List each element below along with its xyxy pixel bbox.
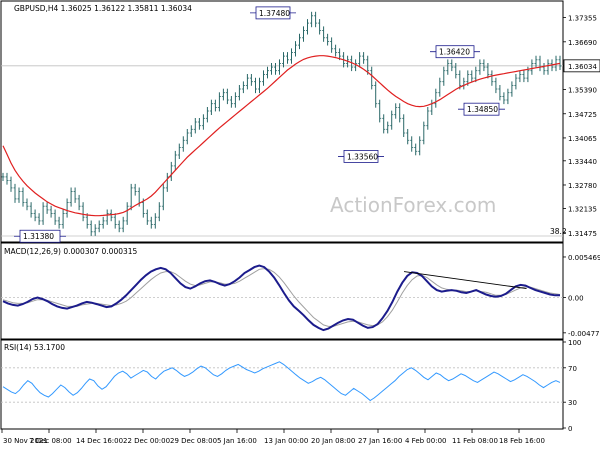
rsi-y-tick-label: 100 <box>568 339 581 347</box>
annotation-label: 1.31380 <box>23 232 54 241</box>
x-tick-label: 22 Dec 00:00 <box>123 437 170 445</box>
x-tick-label: 13 Jan 00:00 <box>264 437 308 445</box>
annotation-box <box>463 102 500 116</box>
watermark: ActionForex.com <box>330 193 496 217</box>
price-y-tick-label: 1.33440 <box>568 158 597 166</box>
macd-y-tick-label: 0.005469 <box>568 254 600 262</box>
annotation-label: 1.37480 <box>259 9 290 18</box>
x-tick-label: 11 Feb 08:00 <box>452 437 498 445</box>
macd-y-tick-label: -0.004773 <box>568 330 600 338</box>
macd-layer <box>1 264 563 332</box>
annotation-box <box>435 45 475 59</box>
price-annotations: 1.37480 1.36420 1.34850 1.33560 1.31380 <box>14 6 505 243</box>
x-tick-label: 27 Jan 16:00 <box>358 437 402 445</box>
y-axis-labels: 1.37355 1.36690 1.36034 1.35390 1.34725 1.340… <box>563 14 600 433</box>
macd-y-tick-label: 0.00 <box>568 294 584 302</box>
fib-label: 38.2 <box>550 227 567 236</box>
price-panel-frame <box>0 0 564 243</box>
rsi-layer <box>1 361 563 403</box>
price-title: GBPUSD,H4 1.36025 1.36122 1.35811 1.3603… <box>14 4 192 13</box>
x-tick-label: 14 Dec 16:00 <box>76 437 123 445</box>
price-y-tick-label: 1.37355 <box>568 14 597 22</box>
rsi-line <box>2 361 561 402</box>
x-tick-label: 30 Nov 2021 <box>3 437 48 445</box>
price-y-tick-label: 1.32780 <box>568 182 597 190</box>
price-y-tick-label: 1.34725 <box>568 111 597 119</box>
macd-title: MACD(12,26,9) 0.000307 0.000315 <box>4 247 138 256</box>
annotation-label: 1.36420 <box>439 48 470 57</box>
x-tick-label: 7 Dec 08:00 <box>29 437 72 445</box>
annotation-label: 1.34850 <box>467 105 498 114</box>
rsi-y-tick-label: 0 <box>568 425 572 433</box>
rsi-y-tick-label: 30 <box>568 399 577 407</box>
price-y-tick-label: 1.36690 <box>568 39 597 47</box>
macd-trendline <box>403 271 527 290</box>
price-y-tick-label: 1.36034 <box>568 63 597 71</box>
price-layer <box>1 11 563 237</box>
x-tick-label: 5 Jan 16:00 <box>217 437 257 445</box>
macd-panel-frame <box>0 242 564 340</box>
price-y-tick-label: 1.35390 <box>568 86 597 94</box>
x-tick-label: 29 Dec 08:00 <box>170 437 217 445</box>
price-y-tick-label: 1.34065 <box>568 135 597 143</box>
rsi-panel-frame <box>0 339 564 430</box>
macd-line <box>2 264 560 332</box>
moving-average-line <box>2 55 561 217</box>
annotation-label: 1.33560 <box>347 152 378 161</box>
current-price-box <box>563 59 600 73</box>
price-y-tick-label: 1.31475 <box>568 230 597 238</box>
annotation-box <box>343 150 379 163</box>
rsi-y-tick-label: 70 <box>568 365 577 373</box>
rsi-title: RSI(14) 53.1700 <box>4 343 65 352</box>
annotation-box <box>19 229 61 243</box>
annotation-box <box>255 6 291 20</box>
x-tick-label: 18 Feb 16:00 <box>499 437 545 445</box>
price-y-tick-label: 1.32135 <box>568 206 597 214</box>
x-tick-label: 4 Feb 00:00 <box>405 437 446 445</box>
x-tick-label: 20 Jan 08:00 <box>311 437 355 445</box>
